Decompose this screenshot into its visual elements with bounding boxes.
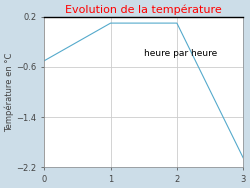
Y-axis label: Température en °C: Température en °C — [4, 52, 14, 132]
Title: Evolution de la température: Evolution de la température — [65, 4, 222, 15]
Text: heure par heure: heure par heure — [144, 49, 217, 58]
